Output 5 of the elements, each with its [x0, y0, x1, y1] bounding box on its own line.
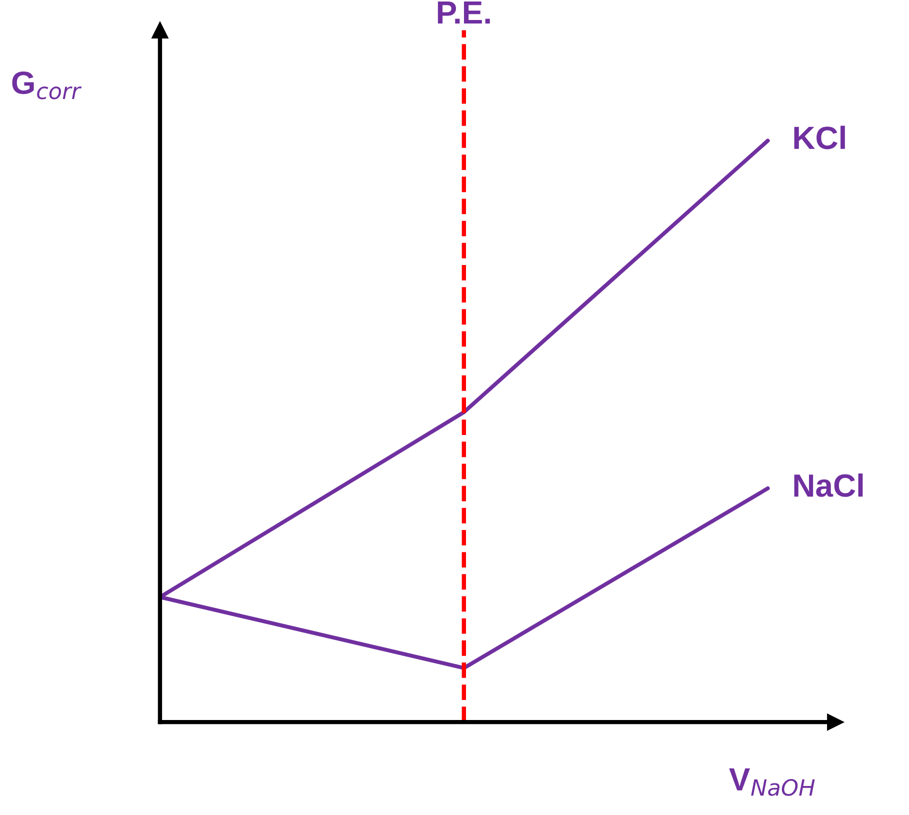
series-label: KCl — [794, 126, 845, 150]
text: P.E. — [438, 2, 490, 24]
series-label: NaCl — [794, 473, 863, 497]
x-axis-title: V$_{NaOH}$ — [729, 768, 815, 796]
y-axis-title: G$_{corr}$ — [12, 71, 82, 100]
